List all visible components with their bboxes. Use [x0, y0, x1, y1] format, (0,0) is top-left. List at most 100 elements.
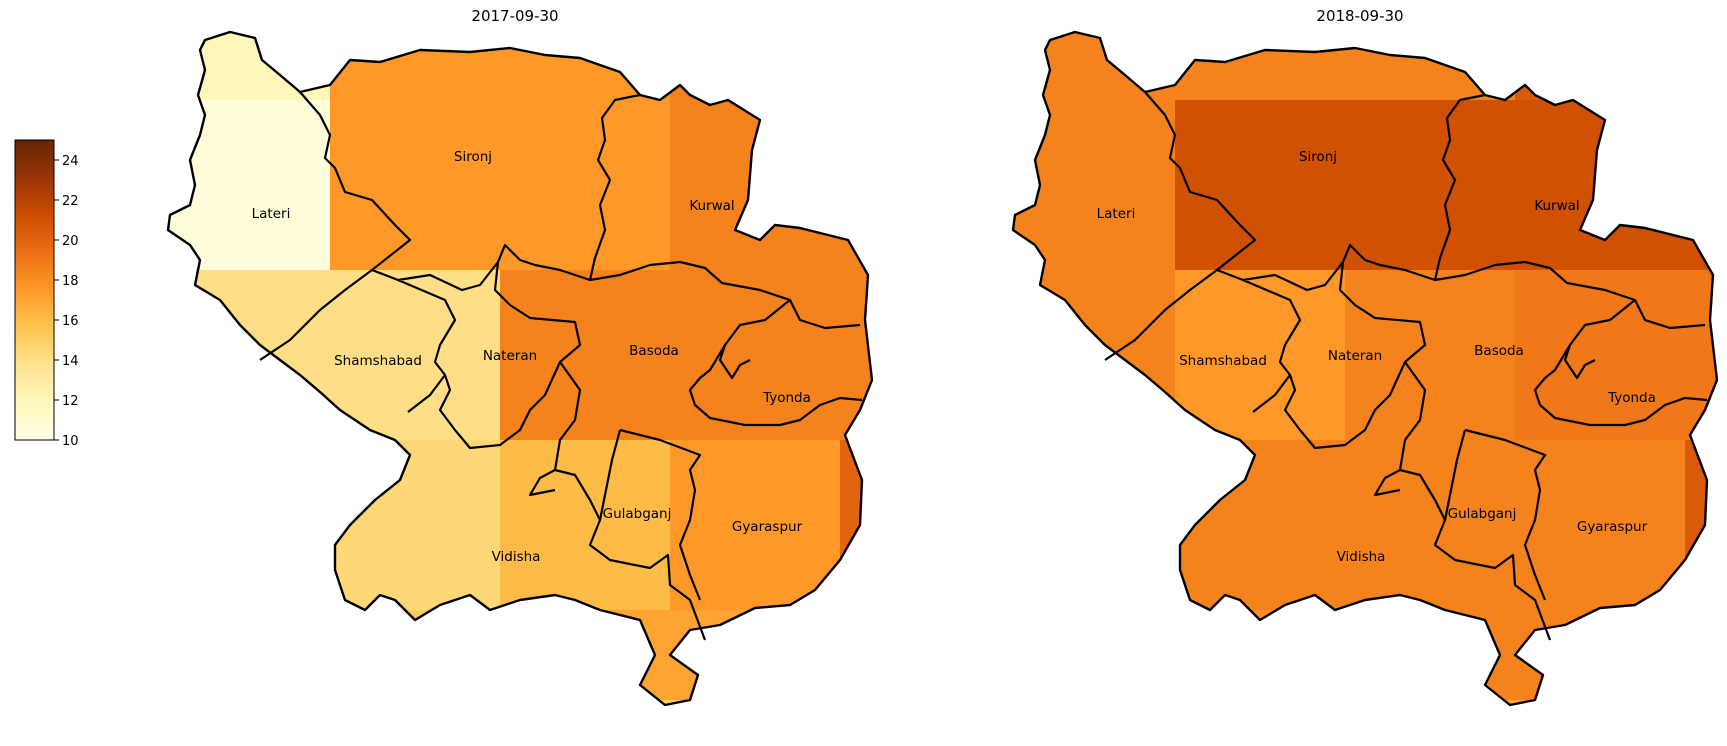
raster-cell	[500, 100, 671, 271]
colorbar-tick-18: 18	[54, 274, 79, 289]
raster-cell	[168, 100, 331, 271]
region-label: Lateri	[252, 206, 291, 222]
raster-cell	[1013, 100, 1176, 271]
region-label: Gyaraspur	[1577, 519, 1648, 535]
raster-cell	[1515, 100, 1686, 271]
subdistrict-boundaries	[259, 91, 863, 641]
raster-cell	[0, 700, 161, 721]
region-label: Gyaraspur	[732, 519, 803, 535]
raster-cell	[1010, 440, 1181, 611]
raster-cell	[1345, 100, 1516, 271]
raster-cell	[1013, 32, 1176, 101]
colorbar-tick-label: 20	[62, 234, 79, 249]
raster-cell	[1175, 100, 1346, 271]
region-label: Kurwal	[689, 198, 734, 214]
raster-cell	[500, 610, 671, 701]
colorbar-tick-label: 24	[62, 154, 79, 169]
raster-cell	[670, 270, 841, 441]
colorbar-tick-label: 18	[62, 274, 79, 289]
raster-cell	[1175, 440, 1346, 611]
raster-cell	[1345, 700, 1516, 705]
raster-cell	[1685, 100, 1717, 271]
raster-cell	[670, 100, 841, 271]
colorbar-tick-20: 20	[54, 234, 79, 249]
raster-grid	[795, 32, 1717, 721]
raster-cell	[670, 440, 841, 611]
region-label: Tyonda	[762, 390, 811, 406]
raster-cell	[168, 270, 331, 441]
raster-cell	[1175, 270, 1346, 441]
raster-cell	[1175, 610, 1346, 701]
raster-cell	[840, 32, 872, 101]
raster-cell	[1013, 440, 1176, 611]
colorbar: 24 22 20 18 16 14 12 10	[14, 139, 79, 449]
raster-cell	[330, 610, 501, 701]
raster-cell	[1515, 270, 1686, 441]
raster-cell	[1685, 270, 1717, 441]
raster-cell	[1013, 610, 1176, 701]
raster-cell	[840, 100, 872, 271]
raster-cell	[0, 440, 161, 611]
region-label: Shamshabad	[1179, 353, 1267, 369]
raster-cell	[1180, 700, 1351, 721]
raster-cell	[330, 100, 501, 271]
raster-cell	[1515, 440, 1686, 611]
raster-cell	[840, 440, 872, 611]
colorbar-tick-14: 14	[54, 354, 79, 369]
colorbar-tick-22: 22	[54, 194, 79, 209]
raster-cell	[1515, 32, 1686, 101]
raster-cell	[670, 610, 841, 701]
region-label: Shamshabad	[334, 353, 422, 369]
raster-cell	[168, 700, 331, 705]
raster-cell	[1685, 700, 1717, 705]
raster-cell	[1515, 610, 1686, 701]
region-label: Nateran	[483, 348, 537, 364]
district-outline	[1011, 30, 1719, 707]
region-labels: Sironj Lateri Kurwal Basoda Shamshabad N…	[1097, 149, 1656, 565]
colorbar-tick-10: 10	[54, 434, 79, 449]
raster-cell	[1180, 610, 1351, 701]
region-labels: Lateri Sironj Kurwal Shamshabad Nateran …	[252, 149, 811, 565]
raster-cell	[1013, 700, 1176, 705]
raster-cell	[0, 20, 161, 101]
district-outline	[166, 30, 874, 707]
region-label: Sironj	[1299, 149, 1337, 165]
region-label: Gulabganj	[603, 506, 672, 522]
subdistrict-boundaries	[1104, 91, 1708, 641]
colorbar-fill	[14, 139, 55, 441]
raster-cell	[1013, 270, 1176, 441]
region-label: Sironj	[454, 149, 492, 165]
raster-cell	[1345, 610, 1516, 701]
raster-cell	[1175, 700, 1346, 705]
map-panel-2018: 2018-09-30 Sironj Lateri Kurwal Basoda S…	[795, 7, 1719, 721]
raster-cell	[840, 610, 872, 701]
raster-cell	[500, 440, 671, 611]
raster-cell	[1010, 610, 1181, 701]
raster-cell	[795, 610, 1006, 701]
raster-cell	[330, 270, 501, 441]
region-label: Vidisha	[492, 549, 541, 565]
raster-cell	[1685, 610, 1717, 701]
raster-cell	[0, 610, 161, 701]
raster-cell	[330, 700, 501, 705]
map-title: 2017-09-30	[471, 7, 558, 25]
raster-cell	[1345, 440, 1516, 611]
raster-cell	[670, 700, 841, 705]
region-label: Gulabganj	[1448, 506, 1517, 522]
colorbar-tick-16: 16	[54, 314, 79, 329]
colorbar-tick-24: 24	[54, 154, 79, 169]
raster-cell	[795, 700, 1006, 721]
colorbar-tick-label: 10	[62, 434, 79, 449]
raster-cell	[1010, 700, 1181, 721]
colorbar-tick-12: 12	[54, 394, 79, 409]
map-title: 2018-09-30	[1316, 7, 1403, 25]
region-label: Basoda	[1474, 343, 1524, 359]
region-label: Kurwal	[1534, 198, 1579, 214]
raster-cell	[168, 32, 331, 101]
colorbar-tick-label: 16	[62, 314, 79, 329]
raster-cell	[840, 700, 872, 705]
region-label: Tyonda	[1607, 390, 1656, 406]
raster-cell	[330, 440, 501, 611]
region-label: Basoda	[629, 343, 679, 359]
